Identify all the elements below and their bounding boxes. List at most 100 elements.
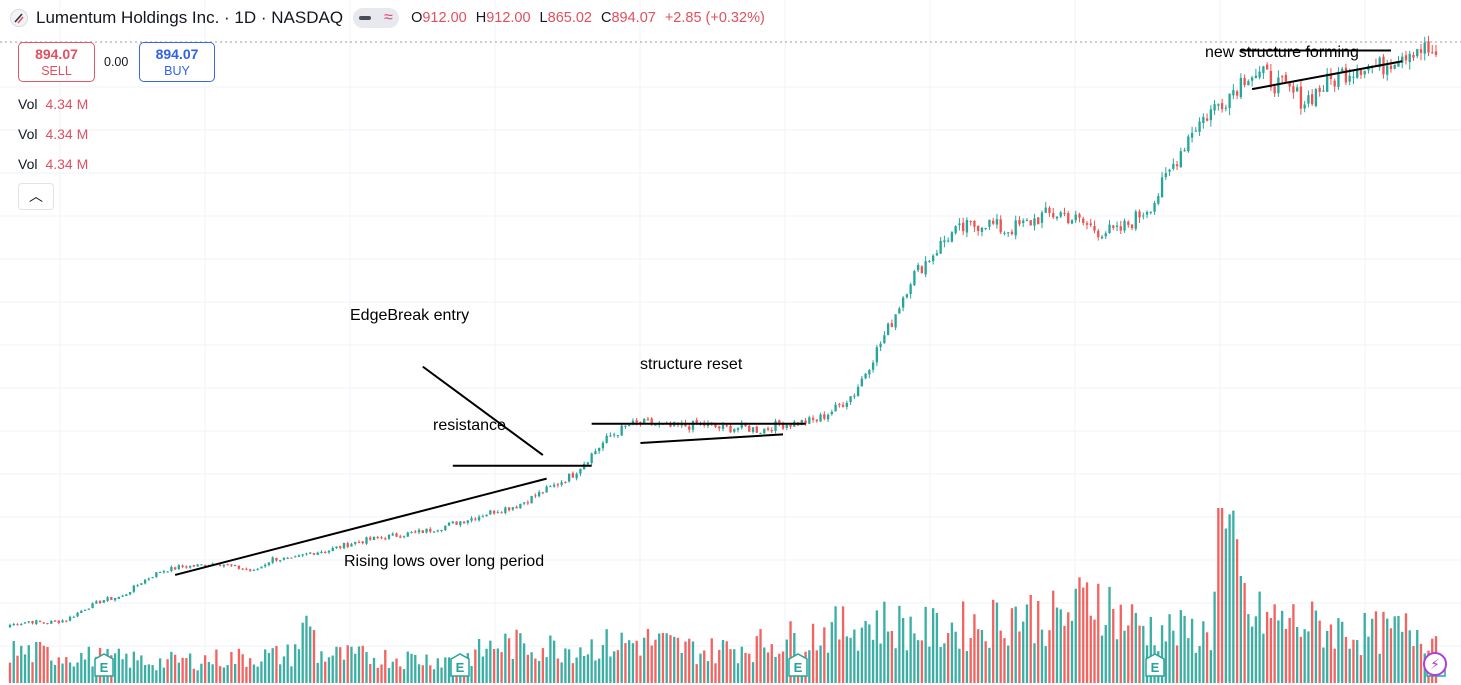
candle-body xyxy=(185,566,188,568)
volume-bar xyxy=(1280,610,1284,683)
volume-bar xyxy=(714,663,717,683)
candle-body xyxy=(455,521,458,525)
candle-body xyxy=(695,420,698,425)
volume-bar xyxy=(1401,631,1404,683)
candle-body xyxy=(1250,77,1254,81)
volume-bar xyxy=(984,641,987,683)
candle-body xyxy=(725,425,728,427)
volume-bar xyxy=(143,665,147,683)
candle-body xyxy=(294,556,297,558)
volume-bar xyxy=(744,652,747,683)
candle-body xyxy=(871,362,875,370)
volume-legend-3[interactable]: Vol 4.34 M xyxy=(18,156,89,172)
volume-bar xyxy=(1348,648,1351,683)
volume-bar xyxy=(541,648,545,683)
candle-body xyxy=(470,518,473,521)
volume-bar xyxy=(706,661,710,683)
volume-bar xyxy=(699,653,702,683)
candle-body xyxy=(158,572,162,574)
candle-body xyxy=(181,565,184,567)
collapse-legend-button[interactable]: ︿ xyxy=(18,183,54,210)
candle-body xyxy=(830,411,833,415)
volume-bar xyxy=(87,646,90,683)
candle-body xyxy=(249,569,252,571)
candle-body xyxy=(605,435,608,443)
candle-body xyxy=(560,482,563,485)
candle-body xyxy=(755,426,758,433)
volume-bar xyxy=(1262,633,1265,683)
svg-text:E: E xyxy=(456,660,465,675)
candle-body xyxy=(72,616,75,618)
earnings-marker-icon[interactable]: E xyxy=(450,653,471,677)
buy-button[interactable]: 894.07 BUY xyxy=(139,42,215,82)
volume-bar xyxy=(181,657,184,683)
volume-bar xyxy=(162,667,166,683)
volume-bar xyxy=(1389,628,1393,683)
volume-bar xyxy=(1397,615,1400,683)
volume-bar xyxy=(1130,604,1134,683)
candle-body xyxy=(1224,107,1228,109)
volume-bar xyxy=(1025,604,1029,683)
candle-body xyxy=(969,220,972,222)
volume-bar xyxy=(27,645,30,683)
earnings-marker-icon[interactable]: E xyxy=(788,653,808,677)
candle-body xyxy=(909,284,912,295)
volume-bar xyxy=(12,641,15,683)
candle-body xyxy=(1341,68,1344,71)
volume-bar xyxy=(909,616,912,683)
volume-bar xyxy=(635,640,638,683)
lightning-icon[interactable]: ⚡ xyxy=(1423,652,1447,676)
chart-style-toggle[interactable]: ≈ xyxy=(353,8,400,28)
volume-bar xyxy=(91,666,94,683)
candle-body xyxy=(57,620,60,623)
candle-body xyxy=(958,223,961,226)
earnings-marker-icon[interactable]: E xyxy=(94,653,114,677)
candle-body xyxy=(778,420,781,425)
volume-bar xyxy=(485,648,488,683)
volume-bar xyxy=(380,664,383,683)
volume-bar xyxy=(447,657,451,683)
symbol-title[interactable]: Lumentum Holdings Inc. · 1D · NASDAQ xyxy=(36,8,344,27)
earnings-marker-icon[interactable]: E xyxy=(1144,653,1165,677)
volume-bar xyxy=(1337,618,1340,683)
candle-body xyxy=(414,531,417,533)
sell-button[interactable]: 894.07 SELL xyxy=(18,42,95,82)
candle-body xyxy=(1100,236,1104,239)
volume-bar xyxy=(470,666,473,683)
volume-bar xyxy=(883,601,886,683)
volume-bar xyxy=(365,652,368,683)
volume-bar xyxy=(1115,639,1119,683)
candle-body xyxy=(1220,103,1224,110)
candle-body xyxy=(87,608,90,610)
candle-body xyxy=(406,532,409,537)
volume-bar xyxy=(1104,625,1107,683)
candle-body xyxy=(962,222,965,232)
candle-body xyxy=(357,541,361,543)
candle-body xyxy=(31,621,34,624)
volume-legend-1[interactable]: Vol 4.34 M xyxy=(18,96,89,112)
volume-bar xyxy=(170,651,173,683)
candle-body xyxy=(350,544,353,547)
candle-body xyxy=(399,536,402,538)
volume-bar xyxy=(233,664,237,683)
volume-bar xyxy=(1183,615,1186,683)
candle-body xyxy=(245,568,248,570)
volume-bar xyxy=(384,649,387,683)
candle-body xyxy=(1194,130,1197,132)
candle-body xyxy=(1007,232,1010,234)
volume-bar xyxy=(567,649,571,683)
volume-bar xyxy=(560,662,563,683)
volume-bar xyxy=(301,622,304,683)
volume-bar xyxy=(1067,612,1070,683)
volume-bar xyxy=(665,633,668,683)
svg-text:E: E xyxy=(99,660,108,675)
candle-body xyxy=(864,373,867,379)
volume-legend-2[interactable]: Vol 4.34 M xyxy=(18,126,89,142)
candle-body xyxy=(417,529,421,533)
ohlc-values: O912.00 H912.00 L865.02 C894.07 +2.85 (+… xyxy=(411,10,765,26)
candle-body xyxy=(1299,86,1303,109)
volume-bar xyxy=(755,636,758,683)
volume-bar xyxy=(121,659,124,683)
candle-body xyxy=(282,558,286,560)
